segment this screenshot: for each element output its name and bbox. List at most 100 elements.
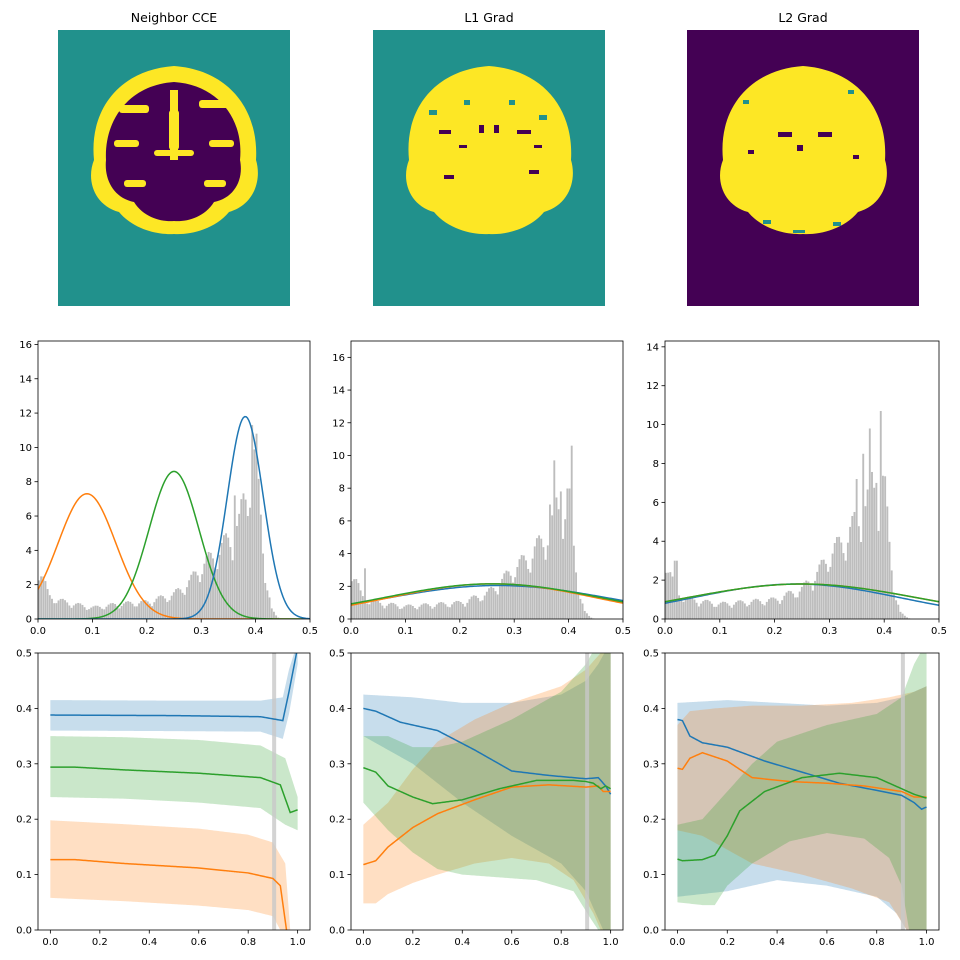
histogram-bar [873,487,876,619]
histogram-bar [411,606,414,619]
histogram-bar [579,598,582,619]
y-tick-label: 0.2 [643,815,659,826]
histogram-bar [381,605,384,619]
histogram-bar [259,514,262,619]
y-tick-label: 6 [339,516,345,527]
mean-line-orange [363,784,611,866]
y-tick-label: 0 [26,615,32,626]
axes-frame [350,340,624,620]
histogram-bar [177,588,180,619]
histogram-bar [355,579,358,619]
histogram-bar [81,604,84,619]
histogram-bar [242,493,245,619]
histogram-bar [42,576,45,619]
histogram-bar [201,574,204,619]
x-tick-label: 0.6 [504,937,520,948]
fit-curve-green [665,583,939,603]
histogram-bar [746,606,748,619]
histogram-bar [825,563,827,619]
histogram-bar [164,598,167,619]
histogram-chart-1: 0.0 0.1 0.2 0.3 0.4 0.5 0 2 4 6 8 10 12 14 16 [332,340,631,637]
histogram-bar [525,560,527,619]
histogram-bar [671,576,674,619]
plot-area [665,410,939,619]
plot-area [363,653,612,930]
histogram-bar [899,611,902,619]
histogram-bar [820,559,823,619]
histogram-bar [416,609,419,619]
histogram-bar [477,597,480,619]
histogram-bar [353,579,356,619]
y-tick-label: 0.3 [643,759,659,770]
band-orange [50,820,298,930]
hole-mark [534,145,542,148]
y-tick-label: 16 [19,340,32,351]
brain-silhouette [406,66,573,235]
histogram-bar [805,580,808,619]
histogram-bar [481,600,484,619]
histogram-bar [253,449,256,619]
panel-title: Neighbor CCE [131,10,218,25]
histogram-bar [886,506,889,619]
x-tick-label: 0.0 [670,937,686,948]
y-tick-label: 8 [26,477,32,488]
histogram-bar [531,558,534,619]
histogram-bar [370,601,373,619]
mean-line-blue [363,707,612,795]
plot-area [677,653,927,930]
histogram-bar [586,613,588,619]
y-tick-label: 10 [646,420,659,431]
y-tick-label: 0.4 [16,704,32,715]
histogram-bar [129,601,132,619]
histogram-bar [540,538,543,619]
plot-area [38,415,310,619]
x-tick-label: 1.0 [290,937,306,948]
y-tick-label: 0.5 [16,649,32,660]
histogram-bar [166,601,169,619]
gap-mark [539,115,547,120]
histogram-bar [774,598,777,619]
x-tick-label: 0.2 [405,937,421,948]
histogram-bar [159,595,162,619]
histogram-bar [737,600,740,619]
histogram-bar [222,535,225,619]
histogram-bar [814,580,816,619]
histogram-bar [553,460,556,619]
histogram-bar [185,587,188,619]
histogram-bar [789,591,792,619]
histogram-bar [490,586,493,619]
y-tick-label: 0 [339,615,345,626]
histogram-bar [466,602,469,619]
y-tick-label: 6 [26,512,32,523]
histogram-bar [364,568,366,619]
histogram-bar [665,572,667,619]
histogram-bar [94,605,97,619]
y-tick-label: 0.5 [643,649,659,660]
histogram-bar [455,600,458,619]
histogram-bar [394,604,397,619]
histogram-bar [555,497,558,619]
histogram-bar [743,603,746,619]
y-tick-label: 0.1 [643,870,659,881]
histogram-bar [871,471,873,619]
histogram-bar [446,606,449,619]
histogram-bar [172,592,175,619]
histogram-bar [564,519,567,619]
histogram-bar [706,599,709,619]
histogram-bar [155,598,158,619]
histogram-bar [70,607,73,619]
histogram-bar [422,603,425,619]
gyrus-mark [114,140,139,147]
histogram-bar [377,600,379,619]
histogram-bar [840,542,843,619]
x-tick-label: 0.0 [42,937,58,948]
y-tick-label: 0 [653,615,659,626]
histogram-bar [190,574,193,619]
brain-silhouette [720,66,887,235]
histogram-bar [890,570,893,619]
x-tick-label: 0.1 [712,626,728,637]
x-tick-label: 0.4 [454,937,470,948]
histogram-bar [761,604,764,619]
histogram-bar [225,533,228,619]
